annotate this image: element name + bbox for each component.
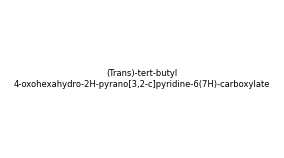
Text: (Trans)-tert-butyl 4-oxohexahydro-2H-pyrano[3,2-c]pyridine-6(7H)-carboxylate: (Trans)-tert-butyl 4-oxohexahydro-2H-pyr… bbox=[14, 69, 270, 89]
